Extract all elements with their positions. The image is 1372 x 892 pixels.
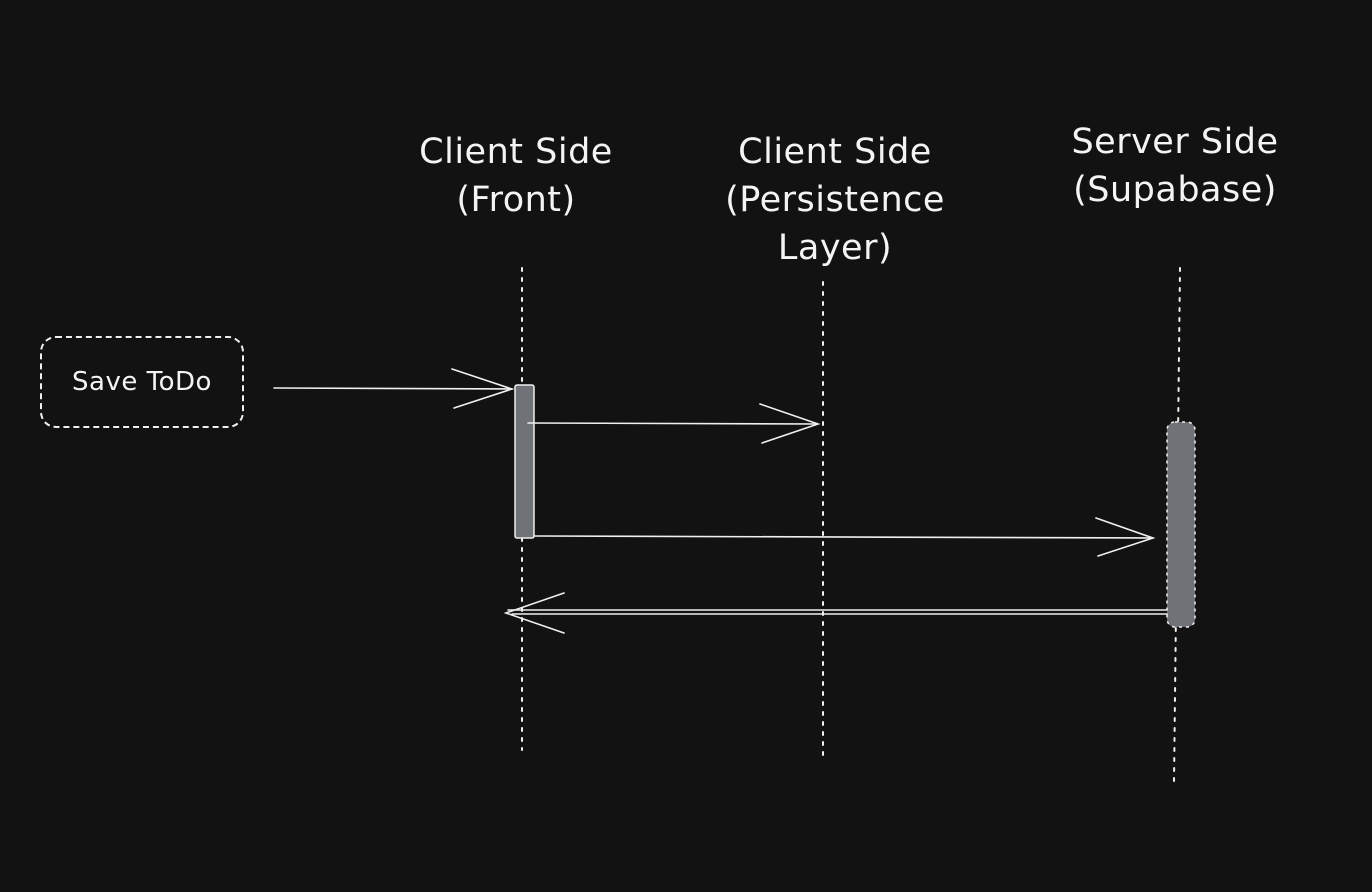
participant-persistence-line-1: Client Side xyxy=(738,132,932,172)
message-arrow-trigger-to-front xyxy=(273,368,515,409)
activation-bar-server xyxy=(1166,421,1196,628)
participant-label-persistence: Client Side (Persistence Layer) xyxy=(700,128,970,272)
participant-persistence-line-2: (Persistence xyxy=(725,180,945,220)
participant-front-line-1: Client Side xyxy=(419,132,613,172)
message-arrow-front-to-persistence xyxy=(527,403,821,444)
message-arrow-front-to-server xyxy=(533,517,1156,557)
participant-label-front: Client Side (Front) xyxy=(396,128,636,224)
participant-persistence-line-3: Layer) xyxy=(777,228,893,268)
trigger-box-save-todo: Save ToDo xyxy=(40,336,244,428)
message-arrow-server-to-front xyxy=(503,592,1168,634)
participant-server-line-1: Server Side xyxy=(1071,122,1279,162)
trigger-label: Save ToDo xyxy=(72,367,212,397)
activation-bar-front xyxy=(514,384,535,539)
participant-front-line-2: (Front) xyxy=(456,180,576,220)
participant-label-server: Server Side (Supabase) xyxy=(1050,118,1300,214)
participant-server-line-2: (Supabase) xyxy=(1073,170,1277,210)
